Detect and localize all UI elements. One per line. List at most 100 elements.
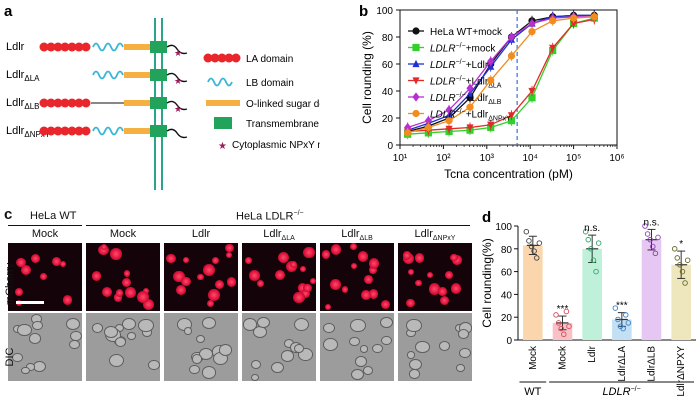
data-point xyxy=(595,240,602,246)
data-point xyxy=(507,32,516,42)
group-line-wt xyxy=(8,225,82,226)
cell xyxy=(439,295,449,305)
cell xyxy=(330,278,342,290)
la-domain xyxy=(39,126,91,136)
bar xyxy=(671,264,691,340)
npxy-icon: ★ xyxy=(174,104,182,114)
cell xyxy=(148,360,160,371)
legend-marker xyxy=(412,92,420,102)
data-point xyxy=(466,124,474,132)
cell xyxy=(402,251,412,260)
cell xyxy=(17,323,33,337)
data-point xyxy=(684,257,691,263)
legend-sub: ΔNPxY xyxy=(488,116,511,123)
npxy-icon: ★ xyxy=(174,76,182,86)
category-label: Ldlr xyxy=(587,345,598,362)
cell xyxy=(195,334,205,343)
data-point xyxy=(593,268,599,275)
legend-label: HeLa WT+mock xyxy=(430,27,503,38)
panel-c: c HeLa WT HeLa LDLR−/− Mock Mock Ldlr LdlrΔ… xyxy=(0,206,472,402)
construct-label: Ldlr xyxy=(6,69,25,81)
category-label: LdlrΔLA xyxy=(617,346,628,382)
significance-label: * xyxy=(679,239,683,250)
svg-text:Ldlr: Ldlr xyxy=(6,41,25,53)
cell xyxy=(207,300,215,308)
data-point xyxy=(561,331,567,338)
data-point xyxy=(528,87,536,96)
cell xyxy=(189,364,201,375)
cell xyxy=(324,304,331,311)
data-point xyxy=(588,246,594,252)
dic-image xyxy=(398,313,472,381)
data-point xyxy=(682,280,688,286)
tm-domain xyxy=(150,69,167,81)
significance-label: n.s. xyxy=(643,217,659,228)
mcherry-image xyxy=(86,243,160,311)
data-point xyxy=(582,228,589,235)
cell xyxy=(349,243,357,251)
legend-label: LDLR−/−+LdlrΔLA xyxy=(430,76,502,90)
row-label-dic: DIC xyxy=(4,347,16,367)
y-tick-label: 20 xyxy=(501,313,513,324)
cell xyxy=(69,340,80,350)
legend-name: LDLR xyxy=(430,60,456,71)
cell xyxy=(275,269,286,280)
cell xyxy=(181,276,191,287)
legend-sugar: O-linked sugar domain xyxy=(206,99,320,110)
cell xyxy=(138,319,154,333)
legend-suffix: +Ldlr xyxy=(466,77,489,88)
bar-group-4: n.s. LdlrΔLB xyxy=(641,217,662,382)
construct-ldlr-dla: LdlrΔLA ★ xyxy=(6,69,188,86)
lb-domain xyxy=(92,126,124,136)
cell xyxy=(297,283,308,293)
cell xyxy=(16,257,27,268)
cytoplasmic-tail xyxy=(166,72,188,83)
svg-text:LdlrΔLB: LdlrΔLB xyxy=(6,97,39,111)
legend-label: LDLR−/−+LdlrΔNPxY xyxy=(430,109,511,123)
cell xyxy=(359,345,369,353)
row-label-mcherry: mCherry xyxy=(4,262,16,306)
y-tick-label: 60 xyxy=(501,268,513,279)
cell xyxy=(20,265,31,276)
cell xyxy=(349,336,360,346)
y-tick-label: 80 xyxy=(382,33,394,44)
group-sup: −/− xyxy=(631,386,641,393)
cell xyxy=(142,287,149,294)
data-point xyxy=(528,94,536,102)
legend-sup: −/− xyxy=(456,59,466,66)
cell xyxy=(294,318,310,332)
legend-npxy-label: Cytoplasmic NPxY motif xyxy=(232,140,320,151)
data-point xyxy=(590,13,598,21)
cell xyxy=(123,270,130,277)
cell xyxy=(459,347,472,359)
legend-sub: ΔLA xyxy=(488,83,502,90)
data-point xyxy=(677,262,683,268)
column-label: LdlrΔNPxY xyxy=(414,228,456,243)
cytoplasmic-tail xyxy=(166,44,188,55)
panel-d-label: d xyxy=(482,209,491,226)
y-tick-label: 100 xyxy=(376,6,393,17)
data-point xyxy=(644,231,651,237)
data-point xyxy=(531,248,537,254)
dic-image xyxy=(164,313,238,381)
construct-ldlr-dnpxy: LdlrΔNPxY xyxy=(6,125,188,139)
significance-label: *** xyxy=(557,304,569,315)
plot-frame xyxy=(399,9,618,146)
y-tick-label: 40 xyxy=(382,87,394,98)
group-text: WT xyxy=(524,386,541,398)
column-label: LdlrΔLB xyxy=(341,228,373,243)
cell xyxy=(176,285,187,296)
column-label: Mock xyxy=(31,228,59,240)
cell xyxy=(408,268,414,275)
data-point xyxy=(642,223,648,229)
cell xyxy=(257,279,265,287)
legend-marker xyxy=(412,27,420,35)
construct-label: Ldlr xyxy=(6,41,25,53)
x-tick-label: 10³ xyxy=(480,153,495,164)
cell xyxy=(100,243,108,251)
panel-b-label: b xyxy=(359,3,368,20)
cell xyxy=(32,320,44,331)
cell xyxy=(29,333,41,344)
cell xyxy=(350,368,365,381)
data-point xyxy=(507,117,516,125)
